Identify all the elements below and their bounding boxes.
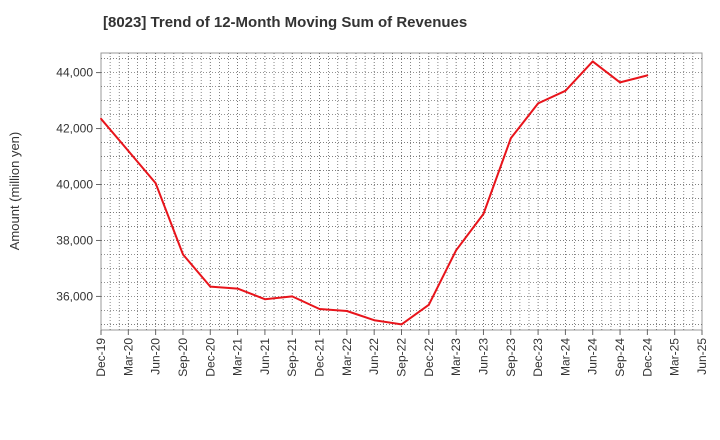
x-tick-label: Dec-22 [422, 338, 436, 377]
x-tick-label: Sep-21 [285, 338, 299, 377]
x-tick-label: Sep-20 [176, 338, 190, 377]
data-point [509, 137, 512, 140]
x-tick-label: Dec-21 [313, 338, 327, 377]
data-point [400, 323, 403, 326]
x-tick-label: Jun-20 [149, 338, 163, 375]
x-axis: Dec-19 Mar-20 Jun-20 Sep-20 Dec-20 Mar-21 Jun-… [94, 330, 709, 377]
y-axis: 36,000 38,000 40,000 42,000 44,000 [56, 66, 101, 303]
data-point [537, 102, 539, 105]
data-point [427, 303, 430, 306]
x-tick-label: Mar-23 [449, 338, 463, 376]
x-tick-label: Mar-22 [340, 338, 354, 376]
x-tick-label: Jun-25 [695, 338, 709, 375]
y-tick-label: 42,000 [56, 122, 93, 136]
data-point [482, 212, 485, 215]
x-tick-label: Dec-24 [640, 338, 654, 377]
data-point [455, 249, 458, 252]
x-tick-label: Jun-21 [258, 338, 272, 375]
chart-title: [8023] Trend of 12-Month Moving Sum of R… [103, 14, 468, 31]
data-point [182, 253, 184, 256]
data-point [236, 287, 239, 290]
x-tick-label: Sep-23 [504, 338, 518, 377]
y-tick-label: 38,000 [56, 233, 93, 247]
x-tick-label: Jun-22 [367, 338, 381, 375]
y-tick-label: 36,000 [56, 289, 93, 303]
data-point [154, 182, 157, 185]
x-tick-label: Dec-19 [94, 338, 108, 377]
x-tick-label: Dec-23 [531, 338, 545, 377]
data-point [345, 310, 348, 312]
data-point [100, 117, 102, 120]
x-tick-label: Sep-22 [395, 338, 409, 377]
x-tick-label: Mar-24 [558, 338, 572, 376]
x-tick-label: Mar-20 [121, 338, 135, 376]
y-tick-label: 44,000 [56, 66, 93, 80]
data-point [373, 319, 376, 322]
y-axis-label: Amount (million yen) [7, 132, 22, 251]
grid-lines [101, 53, 702, 330]
data-point [646, 74, 649, 77]
series-group [100, 60, 649, 326]
data-point [591, 60, 594, 63]
y-tick-label: 40,000 [56, 178, 93, 192]
data-point [318, 308, 321, 310]
x-tick-label: Mar-21 [231, 338, 245, 376]
data-point [291, 295, 294, 298]
data-point [127, 150, 130, 152]
data-point [619, 81, 621, 84]
x-tick-label: Mar-25 [668, 338, 682, 376]
data-point [209, 285, 212, 288]
data-point [264, 298, 266, 301]
x-tick-label: Jun-23 [476, 338, 490, 375]
x-tick-label: Sep-24 [613, 338, 627, 377]
data-point [564, 89, 567, 92]
x-tick-label: Jun-24 [586, 338, 600, 375]
x-tick-label: Dec-20 [203, 338, 217, 377]
